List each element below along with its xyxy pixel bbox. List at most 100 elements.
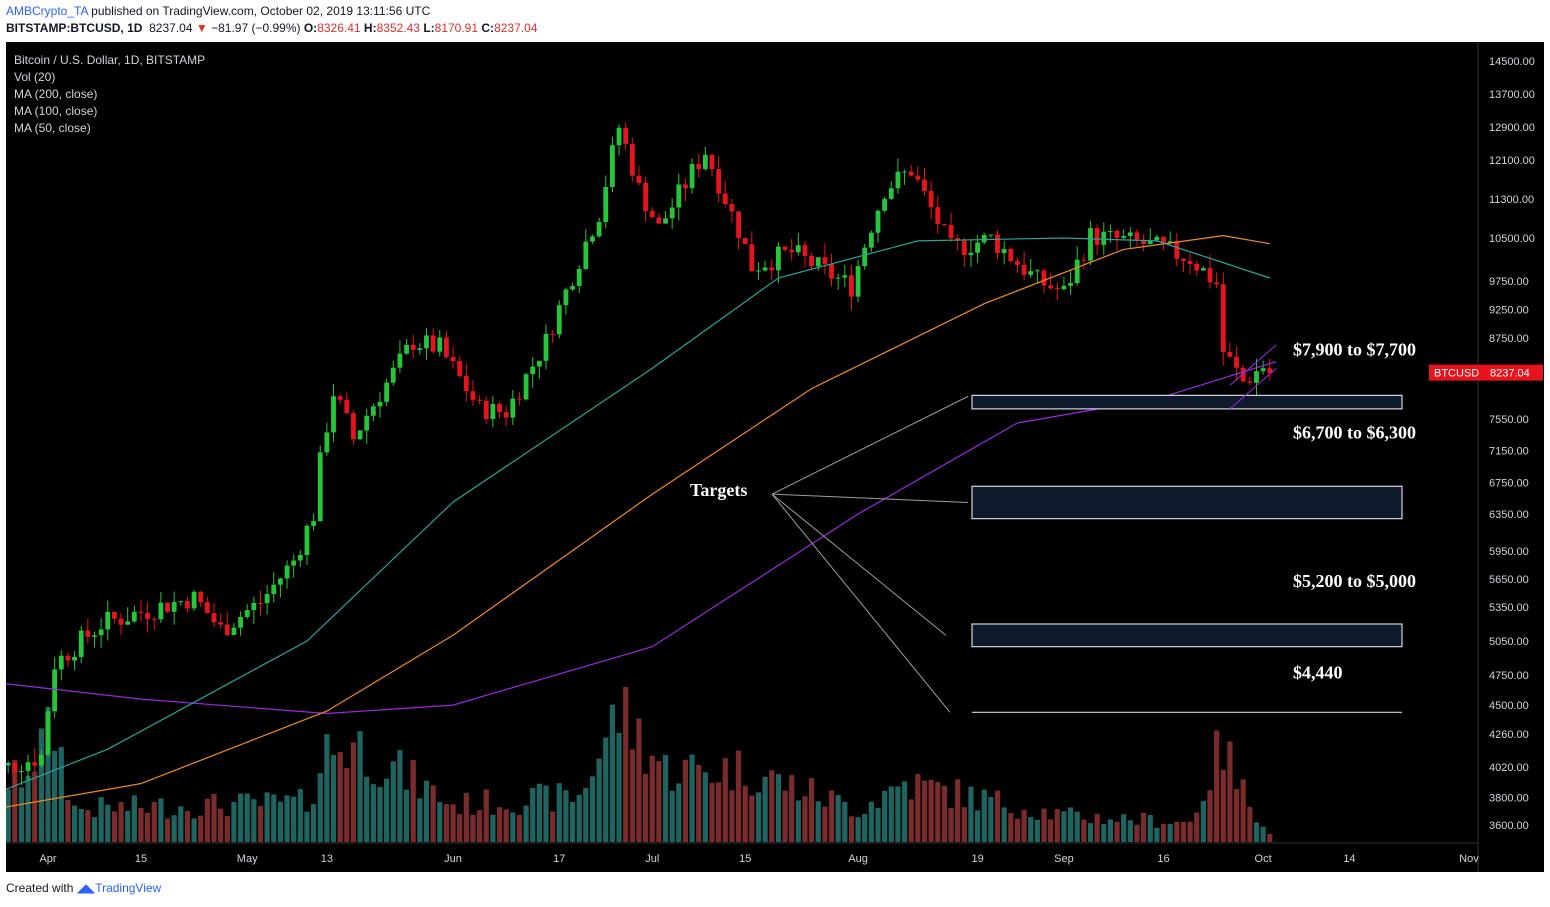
candle-body (1015, 261, 1020, 265)
legend-vol: Vol (20) (14, 70, 55, 84)
candle-body (1267, 368, 1273, 374)
candle-body (151, 618, 157, 620)
target-zone (971, 394, 1403, 410)
volume-bar (961, 807, 967, 842)
price-tick-label: 8750.00 (1489, 333, 1529, 345)
candle-body (789, 249, 795, 253)
candle-body (38, 754, 44, 766)
volume-bar (868, 801, 874, 842)
author-link[interactable]: AMBCrypto_TA (6, 4, 88, 18)
candle-body (1154, 236, 1160, 241)
candle-body (78, 630, 84, 657)
candle-body (643, 182, 648, 211)
volume-bar (682, 759, 689, 842)
candle-body (948, 224, 954, 239)
low-value: 8170.91 (434, 21, 479, 35)
volume-bar (377, 787, 383, 842)
candle-body (523, 374, 529, 400)
candle-body (842, 275, 848, 278)
time-tick-label: 17 (553, 853, 565, 865)
candle-body (928, 191, 934, 208)
volume-bar (1041, 808, 1047, 842)
target-pointer-line (771, 395, 969, 495)
volume-bar (802, 796, 808, 842)
volume-bar (317, 773, 323, 842)
candle-body (702, 154, 708, 170)
volume-bar (198, 815, 204, 842)
price-chart[interactable]: Targets $7,900 to $7,700 $6,700 to $6,300 $… (6, 42, 1544, 872)
candle-body (1260, 368, 1266, 372)
volume-bar (1127, 820, 1133, 842)
candle-body (1054, 288, 1060, 290)
candle-body (410, 344, 416, 350)
volume-bar (1200, 801, 1206, 842)
candle-body (404, 344, 409, 354)
candle-body (1068, 283, 1073, 286)
candle-body (258, 602, 263, 604)
volume-bar (1081, 819, 1087, 842)
candle-body (1234, 356, 1239, 368)
price-tick-label: 5650.00 (1489, 574, 1529, 586)
volume-bar (716, 782, 722, 842)
volume-bar (251, 799, 257, 842)
footer-brand[interactable]: TradingView (95, 881, 162, 895)
candles (6, 122, 1273, 786)
volume-bar (490, 814, 496, 842)
volume-bar (941, 786, 947, 842)
candle-body (556, 305, 562, 335)
volume-bar (563, 790, 569, 842)
volume-bar (12, 759, 18, 842)
candle-body (32, 762, 38, 766)
volume-bar (822, 806, 828, 842)
volume-bar (417, 798, 423, 842)
volume-bar (928, 779, 934, 842)
volume-bar (862, 813, 868, 842)
volume-bar (138, 807, 144, 842)
time-tick-label: 19 (971, 853, 983, 865)
price-change: −81.97 (−0.99%) (211, 21, 301, 35)
volume-bar (184, 811, 191, 842)
candle-body (1174, 241, 1180, 259)
volume-bar (636, 718, 642, 842)
candle-body (981, 234, 987, 243)
volume-bar (895, 786, 901, 842)
candle-body (968, 252, 974, 256)
candle-body (224, 624, 230, 635)
volume-bar (337, 752, 343, 842)
candle-body (171, 601, 177, 612)
volume-bar (749, 795, 755, 842)
volume-bar (510, 812, 516, 842)
candle-body (304, 525, 310, 556)
volume-bar (264, 792, 270, 842)
price-axis: 14500.00 13700.00 12900.00 12100.00 11300.00… (1429, 42, 1544, 872)
time-tick-label: Nov (1459, 853, 1479, 865)
candle-body (58, 655, 64, 670)
candle-body (185, 601, 190, 609)
legend-ma200: MA (200, close) (14, 87, 97, 101)
footer-created: Created with (6, 881, 74, 895)
volume-bar (855, 817, 861, 842)
candle-body (138, 611, 144, 613)
volume-bar (815, 801, 821, 842)
candle-body (6, 762, 11, 766)
volume-bar (921, 780, 928, 842)
volume-bar (304, 811, 310, 842)
candle-body (112, 611, 117, 619)
volume-bar (589, 776, 596, 842)
candle-body (955, 238, 961, 241)
candle-body (776, 246, 781, 271)
open-label: O: (303, 21, 318, 35)
volume-bar (583, 787, 589, 842)
legend-ma100: MA (100, close) (14, 104, 97, 118)
candle-body (610, 145, 615, 188)
candle-body (835, 277, 841, 279)
target-zone (971, 485, 1403, 520)
candle-body (510, 398, 516, 418)
candle-body (1081, 259, 1087, 261)
time-tick-label: 15 (739, 853, 751, 865)
volume-bar (330, 755, 337, 842)
candle-body (12, 762, 18, 772)
candle-body (417, 348, 423, 350)
candle-body (1200, 268, 1206, 271)
candle-body (616, 127, 622, 146)
